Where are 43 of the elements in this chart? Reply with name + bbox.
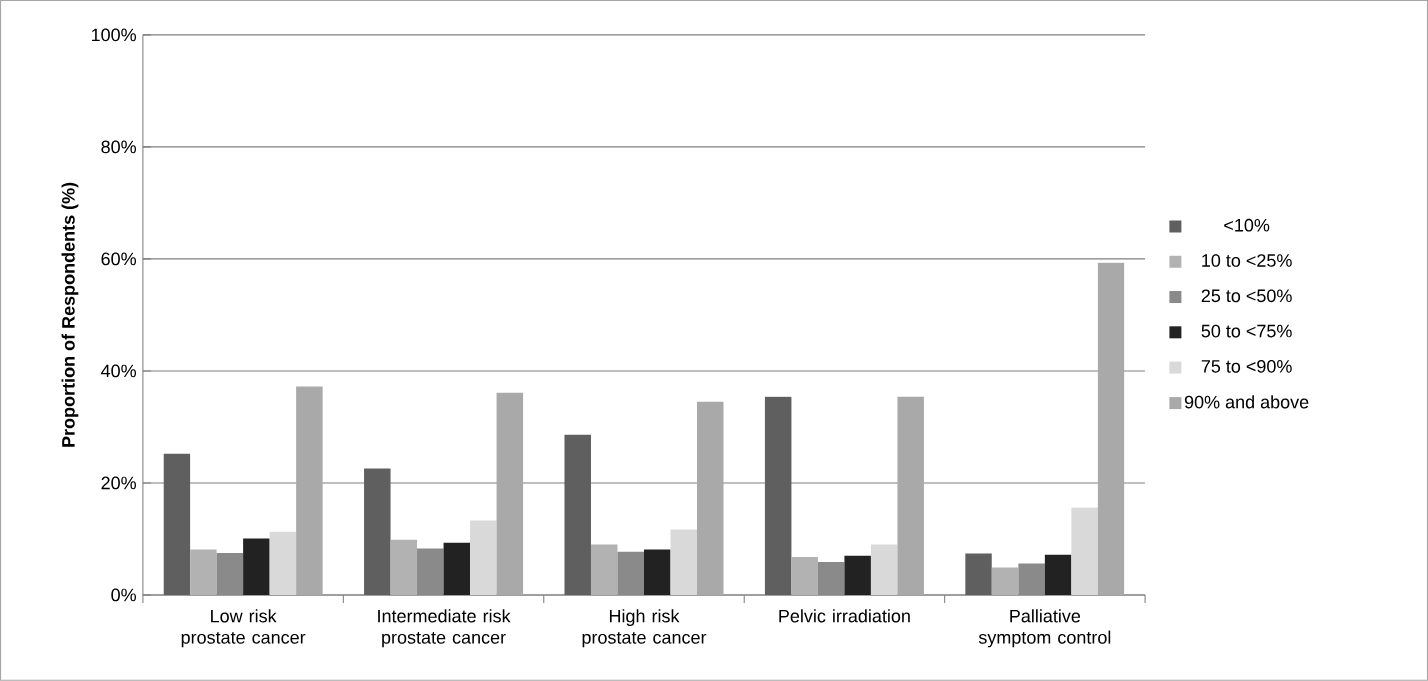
x-tick-label: High risk prostate cancer [582,609,707,648]
bar [764,396,792,596]
bar [670,529,697,596]
bar [390,539,418,596]
x-tick-label: Pelvic irradiation [779,609,910,623]
bar [965,553,992,596]
bar [190,549,217,596]
bar [296,386,323,596]
bar [643,549,671,596]
bar [243,538,270,596]
x-tick-label: Low risk prostate cancer [181,609,306,648]
bar [791,556,818,596]
bar [991,567,1019,596]
bar [443,542,471,596]
legend-label: <10% [1224,218,1270,232]
y-tick-label: 60% [101,252,136,266]
x-tick-label: Intermediate risk prostate cancer [378,609,511,648]
bar [1071,507,1098,596]
x-tick-label: Palliative symptom control [978,609,1111,648]
legend-label: 50 to <75% [1201,324,1292,338]
bar [1044,554,1072,596]
bar [269,531,297,596]
bar [897,396,924,596]
legend-label: 90% and above [1184,395,1309,409]
y-tick-label: 20% [101,476,136,490]
bar [364,468,391,596]
bar [1097,262,1125,596]
bar [163,453,191,596]
y-tick-label: 0% [111,588,136,602]
legend-label: 10 to <25% [1202,254,1292,267]
bar [697,401,724,596]
bar [844,555,871,596]
y-tick-label: 40% [101,364,136,378]
bar [496,392,524,596]
y-tick-label: 80% [101,140,136,154]
legend-label: 25 to <50% [1201,289,1292,303]
bar [564,434,591,596]
y-tick-label: 100% [91,28,136,42]
bar [590,544,618,596]
bar [870,544,898,596]
bar [470,520,497,596]
y-axis-title: Proportion of Respondents (%) [61,182,79,447]
legend-label: 75 to <90% [1201,360,1292,373]
